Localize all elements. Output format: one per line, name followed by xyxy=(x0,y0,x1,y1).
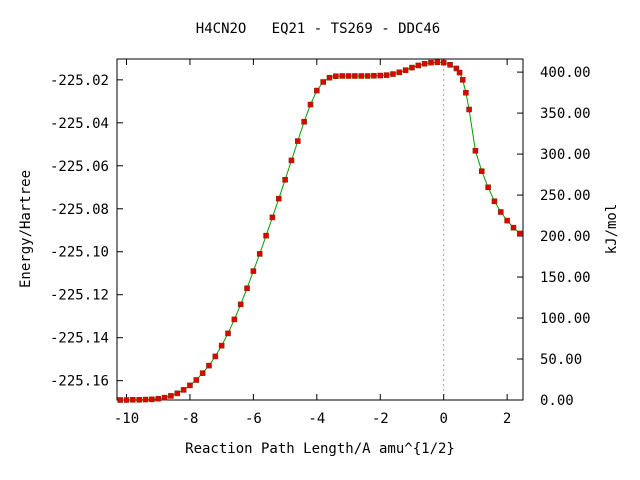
data-point xyxy=(504,217,510,224)
data-point xyxy=(456,69,463,76)
data-point xyxy=(428,59,434,66)
y-tick-label: -225.16 xyxy=(50,374,109,390)
data-point xyxy=(371,72,377,79)
data-point xyxy=(288,157,295,164)
data-point xyxy=(377,72,384,79)
data-point xyxy=(237,301,244,308)
data-point xyxy=(396,69,403,76)
data-point xyxy=(440,59,447,66)
data-point xyxy=(314,87,320,94)
data-point xyxy=(352,73,358,79)
data-point xyxy=(485,184,491,191)
data-point xyxy=(193,377,200,383)
data-point xyxy=(244,285,250,292)
data-point xyxy=(478,168,485,174)
data-point xyxy=(282,176,288,183)
data-point xyxy=(130,396,136,403)
data-point xyxy=(453,65,460,72)
x-tick-label: -2 xyxy=(372,411,389,427)
data-point xyxy=(206,362,212,369)
data-point xyxy=(497,209,504,215)
data-point xyxy=(149,396,155,403)
data-point xyxy=(491,198,498,205)
y2-tick-label: 250.00 xyxy=(540,188,591,204)
data-point xyxy=(161,394,168,401)
plot-area: -10 -8 -6 -4 -2 0 2 -225.02 -225.04 -225.06 -225.0… xyxy=(50,58,591,427)
y2-axis-label: kJ/mol xyxy=(604,204,620,255)
data-point xyxy=(174,390,181,397)
y-tick-label: -225.10 xyxy=(50,245,109,261)
x-tick-label: -8 xyxy=(182,411,199,427)
data-point xyxy=(117,397,123,403)
y2-tick-label: 350.00 xyxy=(540,106,591,122)
y-axis-label: Energy/Hartree xyxy=(18,170,34,288)
data-point xyxy=(294,138,301,144)
data-point xyxy=(123,397,130,403)
data-point xyxy=(307,101,314,108)
data-point xyxy=(345,73,352,79)
y2-tick-label: 400.00 xyxy=(540,65,591,81)
data-point xyxy=(155,395,162,402)
y2-tick-label: 50.00 xyxy=(540,352,582,368)
plot-frame xyxy=(116,58,524,401)
x-tick-label: -4 xyxy=(308,411,325,427)
x-tick-label: 0 xyxy=(439,411,447,427)
y2-tick-label: 300.00 xyxy=(540,147,591,163)
x-tick-label: 2 xyxy=(503,411,511,427)
data-point xyxy=(517,230,523,237)
data-point xyxy=(459,77,466,83)
data-point xyxy=(447,62,453,68)
data-point xyxy=(463,89,469,96)
x-tick-label: -6 xyxy=(245,411,262,427)
y2-tick-label: 150.00 xyxy=(540,270,591,286)
data-point xyxy=(364,73,371,79)
data-point xyxy=(339,73,346,79)
data-point xyxy=(263,232,269,239)
y2-tick-label: 0.00 xyxy=(540,393,574,409)
data-point xyxy=(275,195,282,202)
y2-tick-label: 100.00 xyxy=(540,311,591,327)
data-point xyxy=(390,71,396,77)
energy-curve xyxy=(120,61,521,401)
data-point xyxy=(383,72,390,78)
data-point xyxy=(402,67,409,73)
data-point xyxy=(212,353,219,360)
data-point xyxy=(421,60,428,67)
data-point xyxy=(434,59,441,66)
data-point xyxy=(250,268,257,274)
data-point xyxy=(301,118,307,125)
y-tick-label: -225.14 xyxy=(50,331,109,347)
data-point xyxy=(415,62,422,69)
data-point xyxy=(218,342,225,349)
y-tick-label: -225.04 xyxy=(50,116,109,132)
data-point xyxy=(409,64,415,71)
chart-title: H4CN2O EQ21 - TS269 - DDC46 xyxy=(196,21,440,37)
data-point xyxy=(225,330,231,337)
data-point xyxy=(333,73,339,79)
x-tick-label: -10 xyxy=(114,411,139,427)
data-point xyxy=(269,214,276,221)
data-point xyxy=(187,382,193,389)
data-point xyxy=(358,73,365,79)
data-point xyxy=(466,106,472,113)
data-point xyxy=(510,224,517,231)
x-axis-label: Reaction Path Length/A amu^{1/2} xyxy=(185,441,455,457)
y2-tick-label: 200.00 xyxy=(540,229,591,245)
data-point xyxy=(168,393,174,399)
data-point xyxy=(320,79,326,85)
y-tick-label: -225.06 xyxy=(50,159,109,175)
data-point xyxy=(472,147,479,154)
data-point xyxy=(180,387,187,393)
y-tick-label: -225.12 xyxy=(50,288,109,304)
data-point xyxy=(142,396,149,403)
data-point xyxy=(231,316,238,323)
y-tick-label: -225.02 xyxy=(50,73,109,89)
y-tick-label: -225.08 xyxy=(50,202,109,218)
data-point xyxy=(326,74,333,81)
data-point xyxy=(136,396,143,403)
data-point xyxy=(256,251,263,257)
data-point xyxy=(199,370,206,376)
